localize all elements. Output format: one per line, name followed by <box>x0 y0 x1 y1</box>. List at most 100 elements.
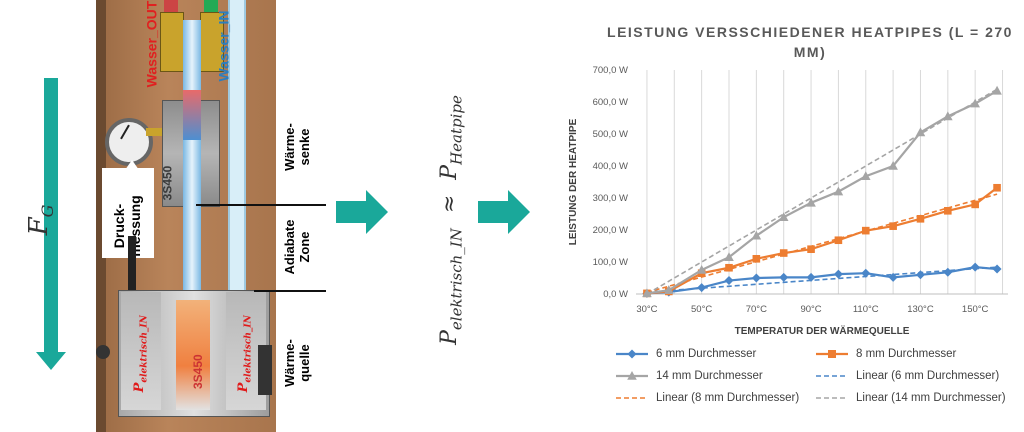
data-point <box>916 215 925 223</box>
cable-connector <box>96 345 110 359</box>
data-point <box>833 269 843 279</box>
data-point <box>971 200 979 209</box>
gravity-force-label: FG <box>24 204 58 236</box>
photo-left-edge <box>96 0 106 432</box>
water-out-hose <box>164 0 178 12</box>
y-tick-label: 700,0 W <box>593 65 628 76</box>
pressure-label: Druck-messung <box>111 195 143 257</box>
legend-label: Linear (6 mm Durchmesser) <box>856 370 1000 382</box>
heater-right-label: Pelektrisch_IN <box>235 315 254 393</box>
x-tick-label: 30°C <box>636 304 657 315</box>
heater-left-label: Pelektrisch_IN <box>131 315 150 393</box>
legend-label: 6 mm Durchmesser <box>656 348 757 360</box>
legend-swatch <box>816 375 848 377</box>
data-point <box>752 255 761 263</box>
data-point <box>943 267 953 277</box>
data-point <box>642 288 652 298</box>
data-point <box>861 268 871 278</box>
data-point <box>889 222 897 230</box>
zone-label-source: Wärme-quelle <box>282 339 312 387</box>
legend-swatch <box>816 397 848 399</box>
legend-label: Linear (8 mm Durchmesser) <box>656 392 800 404</box>
chart-legend: 6 mm Durchmesser 8 mm Durchmesser 14 mm Du… <box>600 344 1020 428</box>
water-in-fitting <box>200 12 224 72</box>
water-in-label: Wasser_IN <box>215 10 232 82</box>
legend-swatch <box>616 397 648 399</box>
legend-swatch <box>616 349 648 359</box>
data-point <box>806 272 816 282</box>
data-point <box>992 85 1002 95</box>
data-point <box>664 285 674 294</box>
data-point <box>779 272 789 282</box>
water-in-hose <box>204 0 218 12</box>
adiabatic-tube <box>228 0 246 290</box>
x-tick-label: 130°C <box>907 304 934 315</box>
zone-label-adiabatic: Adiabate Zone <box>282 219 312 275</box>
pressure-label-pointer <box>125 160 139 170</box>
chart-title: LEISTUNG VERSSCHIEDENER HEATPIPES (L = 2… <box>607 24 1013 60</box>
y-tick-label: 100,0 W <box>593 257 628 268</box>
series-line <box>646 89 998 295</box>
y-tick-label: 300,0 W <box>593 193 628 204</box>
x-tick-label: 50°C <box>691 304 712 315</box>
data-point <box>915 270 925 280</box>
legend-label: Linear (14 mm Durchmesser) <box>856 392 1006 404</box>
data-point <box>860 171 871 181</box>
y-tick-label: 600,0 W <box>593 97 628 108</box>
data-point <box>779 249 788 257</box>
x-tick-label: 90°C <box>800 304 821 315</box>
water-out-label: Wasser_OUT <box>143 0 160 88</box>
y-axis-title: LEISTUNG DER HEATPIPE <box>568 118 579 245</box>
evaporator-heat-zone <box>176 300 210 410</box>
data-point <box>943 111 953 121</box>
x-tick-label: 70°C <box>746 304 767 315</box>
power-chart: 0,0 W 100,0 W 200,0 W 300,0 W 400,0 W 500,0 W… <box>568 65 1008 337</box>
data-point <box>915 127 926 137</box>
legend-label: 14 mm Durchmesser <box>656 370 763 382</box>
data-point <box>970 98 980 108</box>
data-point <box>724 276 734 286</box>
y-tick-label: 200,0 W <box>593 225 628 236</box>
data-point <box>834 236 843 245</box>
data-point <box>888 272 898 282</box>
arrow-right-icon <box>478 190 530 234</box>
data-point <box>833 186 844 196</box>
x-tick-label: 110°C <box>853 304 879 315</box>
legend-swatch <box>816 350 848 358</box>
data-point <box>725 263 733 272</box>
data-point <box>806 197 816 207</box>
heater-left <box>121 292 161 410</box>
data-point <box>724 252 734 261</box>
data-point <box>696 265 707 274</box>
data-point <box>751 230 762 240</box>
data-point <box>944 207 952 215</box>
legend-label: 8 mm Durchmesser <box>856 348 957 360</box>
y-tick-label: 0,0 W <box>603 289 628 300</box>
series-line <box>646 186 998 295</box>
cable <box>128 236 136 296</box>
data-point <box>751 273 761 283</box>
cable-right <box>258 345 272 395</box>
gravity-arrow-head <box>36 352 66 370</box>
zone-separator-top <box>196 204 326 206</box>
gauge-connector <box>146 128 162 136</box>
data-point <box>888 161 898 170</box>
source-engraving: 3S450 <box>191 354 205 389</box>
y-tick-label: 500,0 W <box>593 129 628 140</box>
data-point <box>992 264 1002 274</box>
data-point <box>807 245 815 253</box>
gravity-arrow-shaft <box>44 78 58 356</box>
legend-swatch <box>616 371 648 380</box>
zone-separator-bottom <box>254 290 326 292</box>
x-tick-label: 150°C <box>962 304 989 315</box>
heatpipe-condenser-section <box>183 90 201 140</box>
data-point <box>970 262 980 272</box>
arrow-right-icon <box>336 190 388 234</box>
trendline <box>646 88 998 295</box>
block-engraving: 3S450 <box>160 165 175 201</box>
power-equivalence-formula: Pelektrisch_IN ≈ PHeatpipe <box>437 95 466 345</box>
y-tick-label: 400,0 W <box>593 161 628 172</box>
data-point <box>993 183 1001 192</box>
data-point <box>861 226 870 235</box>
heatpipe <box>183 20 201 320</box>
